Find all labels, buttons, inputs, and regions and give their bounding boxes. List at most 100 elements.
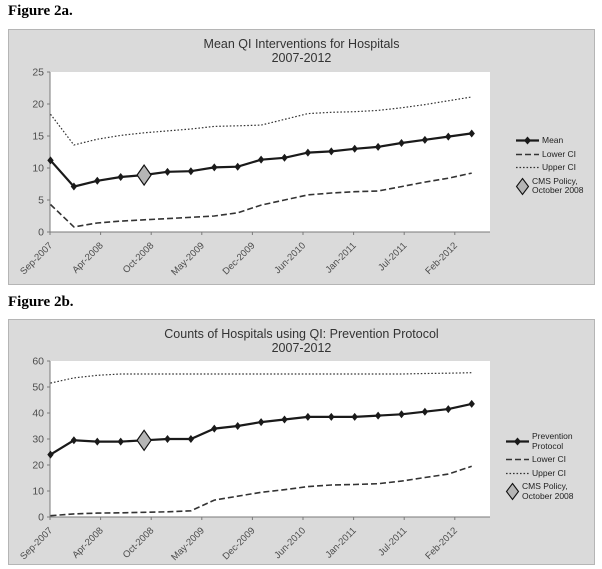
figure-2a-chart-panel: Mean QI Interventions for Hospitals 2007…: [8, 29, 595, 285]
legend-item-label: CMS Policy, October 2008: [532, 175, 584, 195]
x-tick-label: Jan-2011: [323, 240, 358, 275]
legend-item: Lower CI: [515, 148, 593, 160]
legend-item: CMS Policy, October 2008: [505, 481, 594, 501]
legend-item: Mean: [515, 135, 593, 146]
data-point-marker: [211, 163, 218, 172]
x-tick-label: May-2009: [169, 240, 207, 278]
data-point-marker: [70, 182, 78, 191]
data-point-marker: [257, 418, 265, 427]
x-tick-label: Oct-2008: [121, 240, 156, 275]
data-point-marker: [304, 148, 312, 157]
figure-2b-chart-panel: Counts of Hospitals using QI: Prevention…: [8, 319, 595, 565]
data-point-marker: [421, 407, 429, 416]
chart-a-plot: 0 5 10 15 20 25 Sep-2007 Apr-2008 Oct-2008 May-20…: [18, 68, 490, 278]
chart-b-title-line1: Counts of Hospitals using QI: Prevention…: [164, 327, 439, 341]
chart-a-title-line1: Mean QI Interventions for Hospitals: [203, 37, 400, 51]
x-tick-label: Jul-2011: [376, 240, 409, 273]
data-point-marker: [94, 176, 101, 185]
data-point-marker: [468, 399, 475, 408]
data-point-marker: [187, 435, 195, 443]
cms-policy-diamond-marker: [136, 429, 152, 452]
data-point-marker: [257, 155, 265, 164]
data-point-marker: [211, 424, 218, 433]
x-tick-label: May-2009: [169, 525, 207, 563]
legend-item-label: CMS Policy, October 2008: [522, 481, 574, 501]
legend-solid-line-icon: [516, 136, 539, 145]
legend-solid-line-icon: [506, 437, 529, 446]
y-tick-label: 20: [32, 99, 44, 111]
series-dashed-line: [49, 172, 472, 228]
legend-dashed-line-icon: [506, 458, 529, 461]
data-point-marker: [164, 167, 171, 176]
data-point-marker: [421, 135, 429, 144]
data-point-marker: [328, 147, 335, 156]
y-tick-label: 10: [32, 163, 44, 175]
data-point-marker: [281, 153, 288, 162]
legend-item-label: Upper CI: [542, 162, 577, 172]
y-tick-label: 10: [32, 486, 44, 498]
y-tick-label: 25: [32, 68, 44, 79]
x-tick-label: Feb-2012: [423, 525, 460, 562]
legend-item: Upper CI: [505, 467, 594, 479]
data-point-marker: [445, 132, 452, 141]
chart-a-title: Mean QI Interventions for Hospitals 2007…: [9, 37, 594, 65]
legend-item-label: Mean: [542, 135, 564, 145]
x-tick-label: Sep-2007: [18, 240, 55, 277]
data-point-marker: [47, 450, 54, 459]
figure-2a-label: Figure 2a.: [8, 3, 73, 19]
x-tick-label: Sep-2007: [18, 525, 55, 562]
y-tick-label: 50: [32, 382, 44, 394]
data-point-marker: [398, 410, 405, 419]
y-tick-label: 0: [38, 512, 44, 524]
legend-item-label: Lower CI: [542, 148, 577, 159]
x-tick-label: Feb-2012: [423, 240, 460, 277]
legend-item-label: Upper CI: [532, 467, 567, 478]
x-tick-label: Apr-2008: [70, 525, 105, 560]
data-point-marker: [304, 412, 312, 421]
data-point-marker: [70, 436, 78, 445]
legend-cms-diamond-icon: [505, 482, 520, 501]
chart-b-title-line2: 2007-2012: [271, 341, 332, 355]
x-tick-label: Jun-2010: [272, 240, 308, 276]
legend-dotted-line-icon: [506, 472, 529, 474]
data-point-marker: [398, 139, 405, 148]
x-tick-label: Dec-2009: [221, 525, 258, 562]
y-tick-label: 5: [38, 195, 44, 207]
data-point-marker: [445, 405, 452, 414]
chart-b-title: Counts of Hospitals using QI: Prevention…: [9, 327, 594, 355]
data-point-marker: [117, 172, 124, 181]
legend-dashed-line-icon: [516, 153, 539, 156]
data-point-marker: [328, 412, 335, 421]
legend-item: CMS Policy, October 2008: [515, 175, 593, 196]
data-point-marker: [47, 156, 54, 165]
data-point-marker: [351, 412, 358, 421]
data-point-marker: [117, 437, 124, 446]
cms-policy-diamond-marker: [136, 163, 152, 187]
x-tick-label: Apr-2008: [70, 240, 105, 275]
y-tick-label: 0: [38, 227, 44, 239]
data-point-marker: [234, 162, 241, 171]
legend-cms-diamond-icon: [515, 177, 530, 195]
legend-item-label: Prevention Protocol: [532, 431, 573, 451]
y-tick-label: 15: [32, 131, 44, 143]
y-tick-label: 20: [32, 460, 44, 472]
plot-area: [50, 72, 490, 232]
data-point-marker: [94, 437, 101, 446]
data-point-marker: [468, 129, 475, 138]
x-tick-label: Oct-2008: [121, 525, 156, 560]
data-point-marker: [281, 415, 288, 424]
x-tick-label: Dec-2009: [221, 240, 258, 277]
chart-b-legend: Prevention Protocol Lower CI Upper CI CMS P…: [505, 431, 594, 501]
y-tick-label: 60: [32, 357, 44, 368]
legend-dotted-line-icon: [516, 167, 539, 169]
data-point-marker: [164, 435, 171, 443]
series-dashed-line: [50, 465, 472, 517]
data-point-marker: [374, 142, 382, 151]
x-tick-label: Jun-2010: [272, 525, 308, 561]
chart-b-plot: 0 10 20 30 40 50 60 Sep-2007 Apr-2008 Oct-2008 May…: [18, 357, 490, 563]
y-tick-label: 30: [32, 434, 44, 446]
data-point-marker: [374, 411, 382, 420]
chart-a-title-line2: 2007-2012: [271, 51, 332, 65]
legend-item: Upper CI: [515, 162, 593, 173]
legend-item: Lower CI: [505, 454, 594, 465]
